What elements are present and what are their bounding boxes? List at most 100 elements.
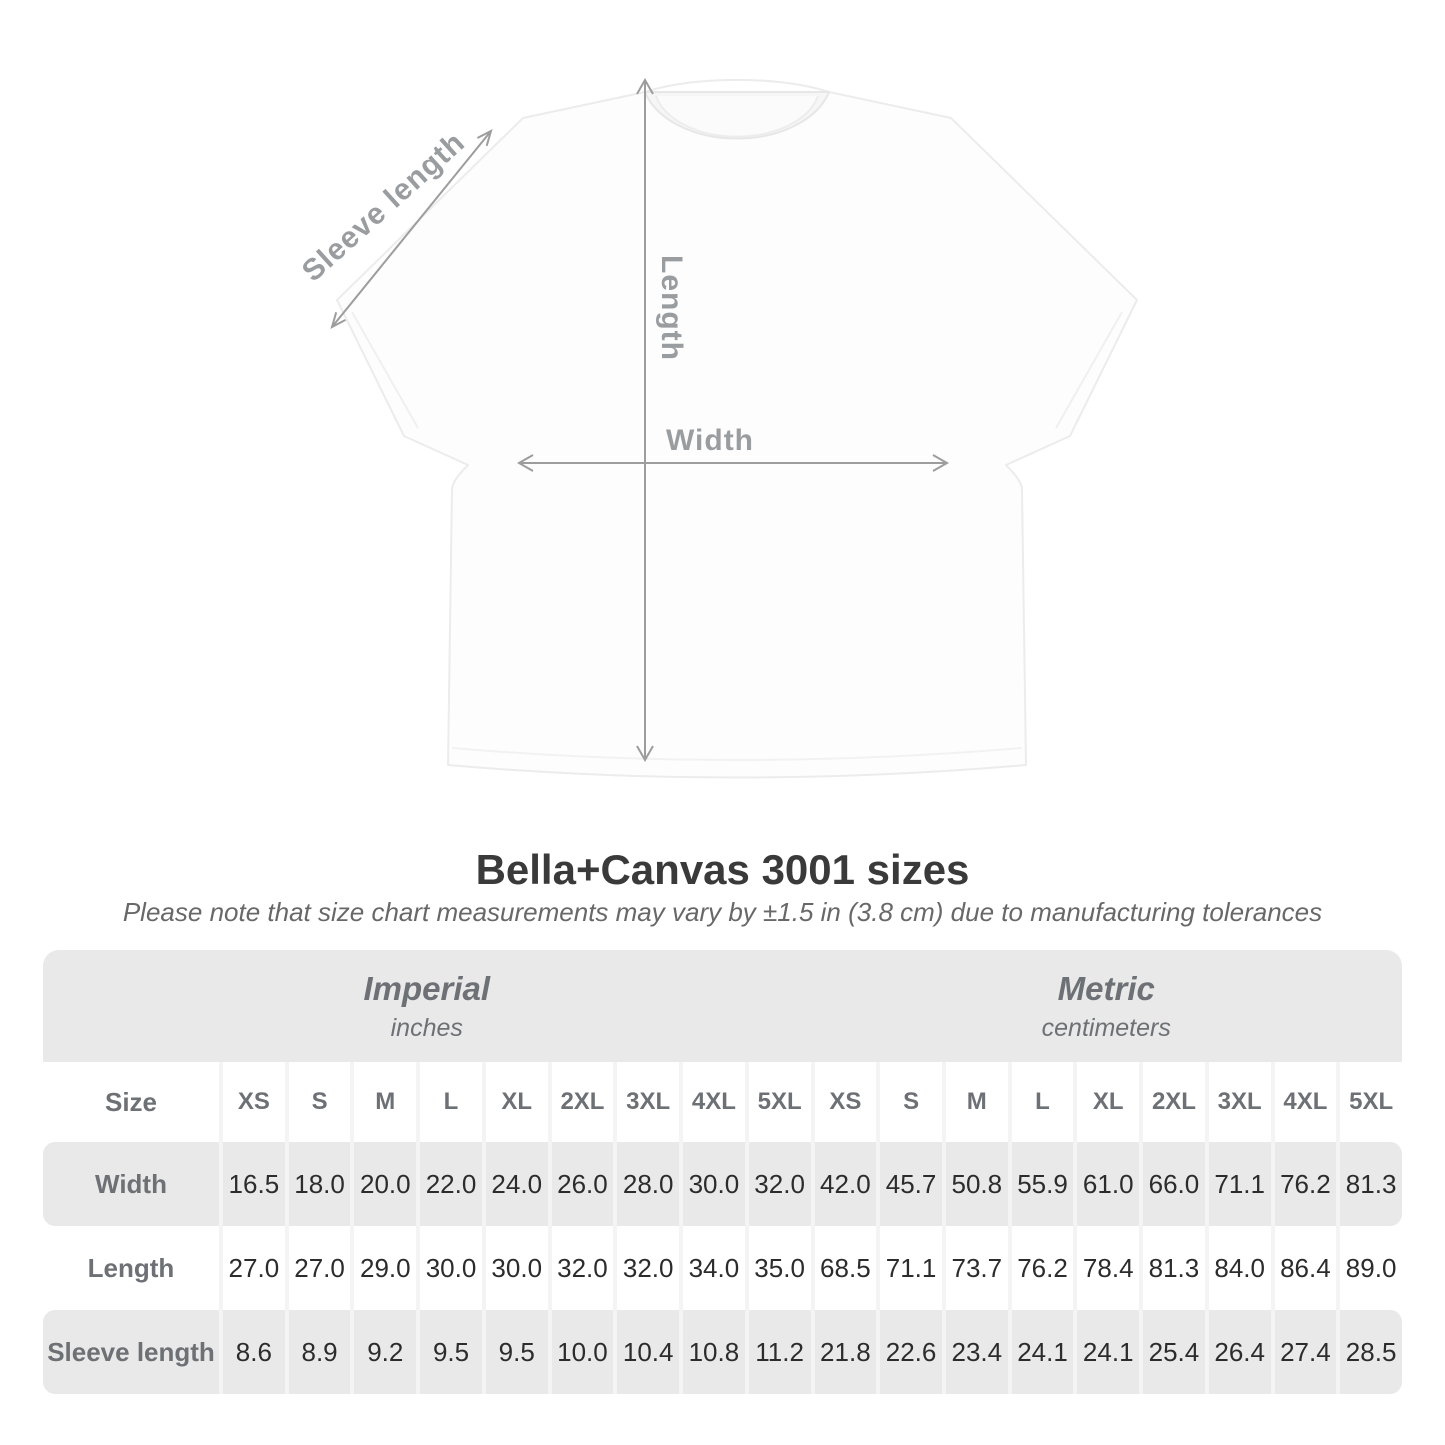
table-cell: 71.1 bbox=[1204, 1142, 1271, 1226]
size-header-cell: XL bbox=[481, 1062, 548, 1142]
table-cell: 89.0 bbox=[1336, 1226, 1402, 1310]
table-cell: 27.0 bbox=[219, 1226, 285, 1310]
size-table: Imperial inches Metric centimeters Size … bbox=[43, 950, 1402, 1394]
table-cell: 61.0 bbox=[1073, 1142, 1139, 1226]
table-cell: 76.2 bbox=[1007, 1226, 1074, 1310]
row-label: Width bbox=[95, 1168, 167, 1199]
table-cell: 27.4 bbox=[1270, 1310, 1337, 1394]
table-cell: 9.5 bbox=[416, 1310, 482, 1394]
table-cell: 32.0 bbox=[744, 1142, 811, 1226]
row-label: Length bbox=[87, 1252, 175, 1283]
table-cell: 25.4 bbox=[1139, 1310, 1205, 1394]
table-cell: 34.0 bbox=[679, 1226, 745, 1310]
imperial-unit: inches bbox=[390, 1013, 463, 1042]
sleeve-imperial-values: 8.6 8.9 9.2 9.5 9.5 10.0 10.4 10.8 11.2 bbox=[219, 1310, 811, 1394]
table-row-width: Width 16.5 18.0 20.0 22.0 24.0 26.0 28.0 30.0 32… bbox=[43, 1142, 1402, 1226]
table-cell: 10.0 bbox=[547, 1310, 614, 1394]
size-header-cell: M bbox=[941, 1062, 1008, 1142]
metric-unit: centimeters bbox=[1041, 1013, 1171, 1042]
metric-label: Metric bbox=[1057, 969, 1155, 1007]
length-arrow bbox=[636, 77, 654, 763]
unit-group-header: Imperial inches Metric centimeters bbox=[43, 950, 1402, 1062]
imperial-header: Imperial inches bbox=[43, 950, 811, 1062]
tshirt-illustration: Sleeve length Length Width bbox=[296, 77, 1138, 779]
table-cell: 22.6 bbox=[876, 1310, 942, 1394]
table-cell: 16.5 bbox=[219, 1142, 285, 1226]
imperial-size-headers: XS S M L XL 2XL 3XL 4XL 5XL bbox=[219, 1062, 811, 1142]
table-cell: 29.0 bbox=[350, 1226, 416, 1310]
table-cell: 30.0 bbox=[481, 1226, 548, 1310]
table-cell: 42.0 bbox=[810, 1142, 877, 1226]
sleeve-length-arrow bbox=[330, 129, 493, 329]
size-header-cell: XS bbox=[219, 1062, 285, 1142]
sleeve-metric-values: 21.8 22.6 23.4 24.1 24.1 25.4 26.4 27.4 28.5 bbox=[810, 1310, 1403, 1394]
table-cell: 32.0 bbox=[613, 1226, 679, 1310]
length-label: Length bbox=[655, 255, 688, 361]
page-title: Bella+Canvas 3001 sizes bbox=[475, 846, 970, 893]
size-header-cell: Size bbox=[104, 1086, 158, 1117]
size-header-row: Size XS S M L XL 2XL 3XL 4XL 5XL XS S M L XL 2XL 3XL 4X… bbox=[43, 1062, 1402, 1142]
width-arrow bbox=[516, 454, 950, 472]
width-metric-values: 42.0 45.7 50.8 55.9 61.0 66.0 71.1 76.2 81.3 bbox=[810, 1142, 1403, 1226]
table-cell: 84.0 bbox=[1204, 1226, 1271, 1310]
table-cell: 9.5 bbox=[481, 1310, 548, 1394]
metric-header: Metric centimeters bbox=[811, 950, 1403, 1062]
table-row-sleeve-length: Sleeve length 8.6 8.9 9.2 9.5 9.5 10.0 10.4 10.… bbox=[43, 1310, 1402, 1394]
size-header-cell: 2XL bbox=[547, 1062, 614, 1142]
tolerance-note: Please note that size chart measurements… bbox=[122, 897, 1323, 927]
tshirt-measurement-diagram: Sleeve length Length Width bbox=[296, 77, 1138, 779]
table-cell: 24.0 bbox=[481, 1142, 548, 1226]
size-header-cell: 2XL bbox=[1139, 1062, 1205, 1142]
table-cell: 50.8 bbox=[941, 1142, 1008, 1226]
table-cell: 78.4 bbox=[1073, 1226, 1139, 1310]
table-cell: 28.5 bbox=[1336, 1310, 1402, 1394]
table-cell: 73.7 bbox=[941, 1226, 1008, 1310]
table-cell: 81.3 bbox=[1336, 1142, 1402, 1226]
table-cell: 8.6 bbox=[219, 1310, 285, 1394]
table-cell: 30.0 bbox=[679, 1142, 745, 1226]
table-cell: 66.0 bbox=[1139, 1142, 1205, 1226]
table-cell: 45.7 bbox=[876, 1142, 942, 1226]
table-cell: 21.8 bbox=[810, 1310, 877, 1394]
table-cell: 20.0 bbox=[350, 1142, 416, 1226]
length-metric-values: 68.5 71.1 73.7 76.2 78.4 81.3 84.0 86.4 89.0 bbox=[810, 1226, 1403, 1310]
table-row-length: Length 27.0 27.0 29.0 30.0 30.0 32.0 32.0 34.0 3… bbox=[43, 1226, 1402, 1310]
table-cell: 22.0 bbox=[416, 1142, 482, 1226]
length-imperial-values: 27.0 27.0 29.0 30.0 30.0 32.0 32.0 34.0 35.0 bbox=[219, 1226, 811, 1310]
table-cell: 86.4 bbox=[1270, 1226, 1337, 1310]
imperial-label: Imperial bbox=[363, 969, 491, 1007]
size-header-cell: M bbox=[350, 1062, 416, 1142]
metric-size-headers: XS S M L XL 2XL 3XL 4XL 5XL bbox=[810, 1062, 1403, 1142]
table-cell: 24.1 bbox=[1007, 1310, 1074, 1394]
size-header-cell: XS bbox=[810, 1062, 877, 1142]
table-cell: 8.9 bbox=[284, 1310, 351, 1394]
width-label: Width bbox=[666, 424, 754, 457]
size-header-cell: L bbox=[416, 1062, 482, 1142]
size-header-cell: 4XL bbox=[1270, 1062, 1337, 1142]
table-cell: 68.5 bbox=[810, 1226, 877, 1310]
table-cell: 23.4 bbox=[941, 1310, 1008, 1394]
table-cell: 26.4 bbox=[1204, 1310, 1271, 1394]
size-header-cell: L bbox=[1007, 1062, 1074, 1142]
table-cell: 28.0 bbox=[613, 1142, 679, 1226]
table-cell: 30.0 bbox=[416, 1226, 482, 1310]
size-header-cell: 5XL bbox=[1336, 1062, 1402, 1142]
table-cell: 10.8 bbox=[679, 1310, 745, 1394]
table-cell: 35.0 bbox=[744, 1226, 811, 1310]
table-cell: 32.0 bbox=[547, 1226, 614, 1310]
table-cell: 18.0 bbox=[284, 1142, 351, 1226]
table-cell: 11.2 bbox=[744, 1310, 811, 1394]
table-cell: 9.2 bbox=[350, 1310, 416, 1394]
table-cell: 71.1 bbox=[876, 1226, 942, 1310]
table-cell: 76.2 bbox=[1270, 1142, 1337, 1226]
table-cell: 26.0 bbox=[547, 1142, 614, 1226]
table-cell: 81.3 bbox=[1139, 1226, 1205, 1310]
size-header-cell: 4XL bbox=[679, 1062, 745, 1142]
table-cell: 24.1 bbox=[1073, 1310, 1139, 1394]
size-header-cell: 5XL bbox=[744, 1062, 811, 1142]
width-imperial-values: 16.5 18.0 20.0 22.0 24.0 26.0 28.0 30.0 32.0 bbox=[219, 1142, 811, 1226]
size-header-cell: S bbox=[284, 1062, 351, 1142]
table-cell: 27.0 bbox=[284, 1226, 351, 1310]
size-header-cell: 3XL bbox=[613, 1062, 679, 1142]
